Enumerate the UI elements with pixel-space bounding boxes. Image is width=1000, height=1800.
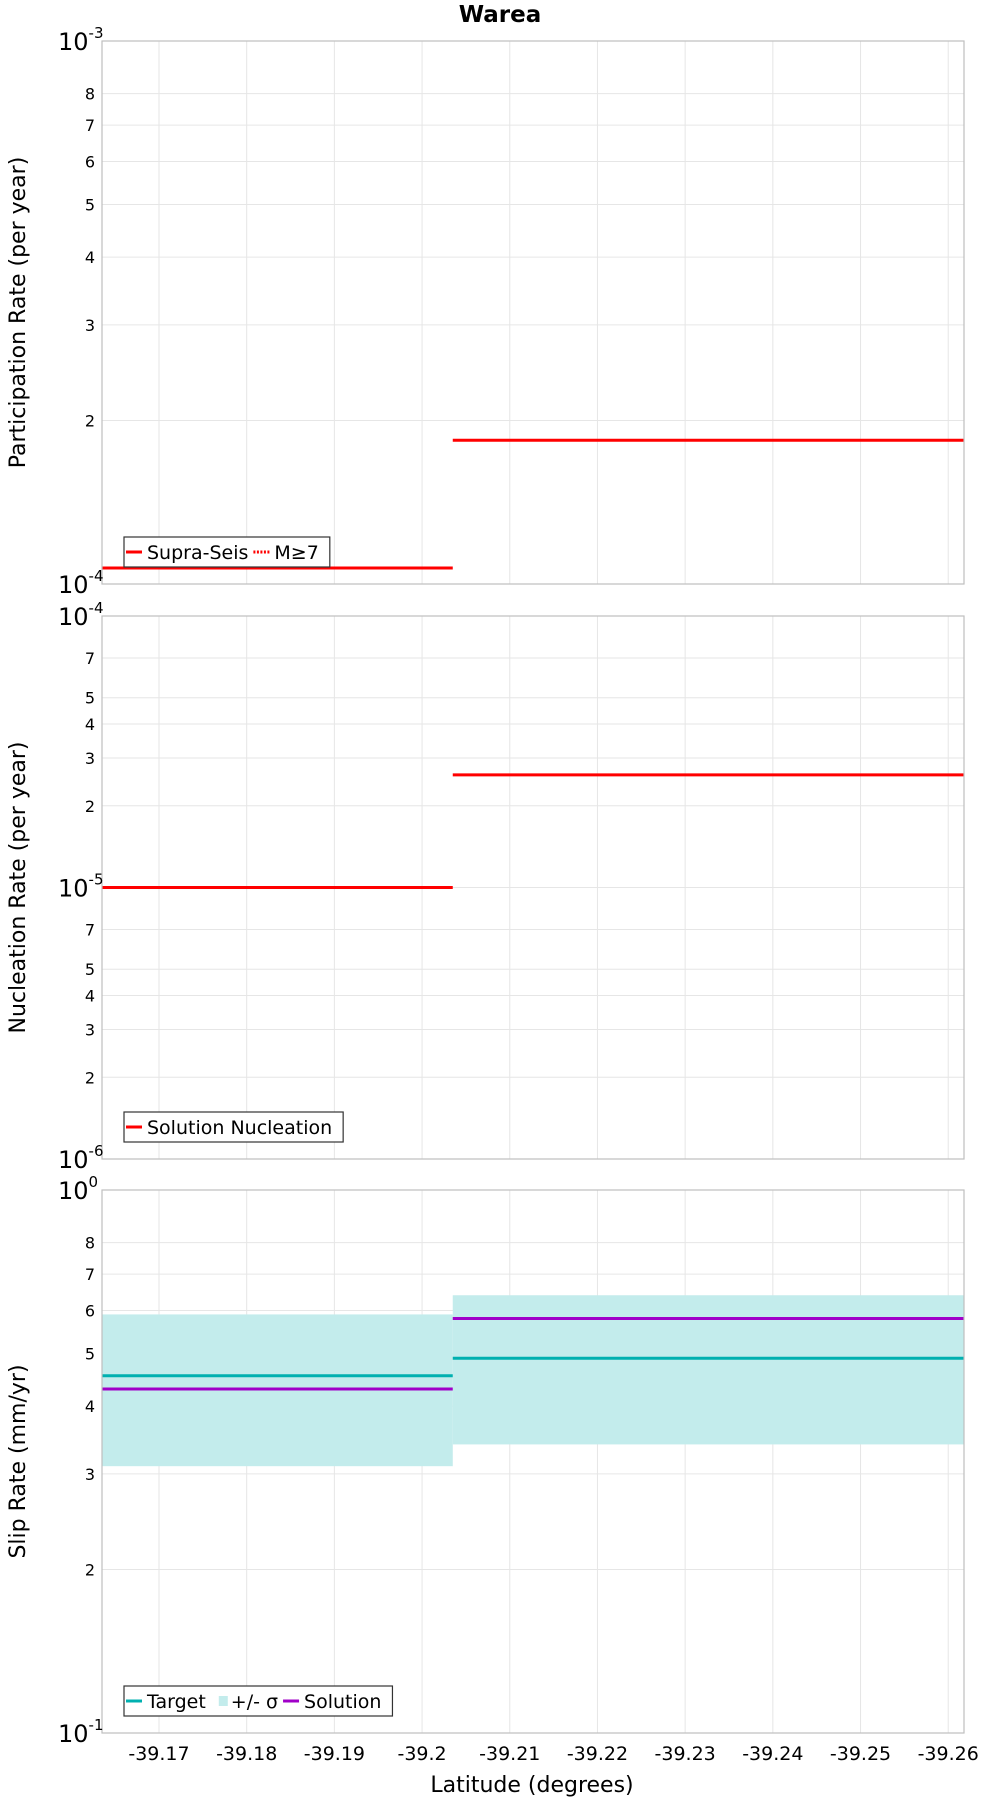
- x-axis: -39.17 -39.18 -39.19 -39.2 -39.21 -39.22 -39.2…: [128, 1743, 978, 1765]
- x-tick-label: -39.21: [479, 1743, 540, 1765]
- y-tick-label: 5: [85, 195, 95, 214]
- legend-box: [123, 536, 331, 568]
- panel-nucleation: 7 5 4 3 2 7 5 4 3 2 10-4 10-5 10-6 Nucleation Rate (p…: [6, 599, 965, 1174]
- legend: Target +/- σ Solution: [123, 1685, 394, 1717]
- x-tick-label: -39.2: [397, 1743, 446, 1765]
- legend-label: Solution: [304, 1691, 381, 1713]
- legend-label: M≥7: [274, 542, 318, 564]
- y-tick-label: 3: [85, 1020, 95, 1039]
- x-tick-label: -39.22: [567, 1743, 628, 1765]
- panel-slip: 8 7 6 5 4 3 2 100 10-1 Slip Rate (mm/yr) Target +/-…: [6, 1173, 965, 1748]
- y-major-tick-label: 10-4: [58, 599, 104, 631]
- y-tick-label: 6: [85, 1301, 95, 1320]
- y-major-tick-label: 100: [58, 1173, 98, 1205]
- panel-participation: 8 7 6 5 4 3 2 10-3 10-4 Participation Rate (per y…: [6, 24, 965, 599]
- y-tick-label: 7: [85, 921, 95, 940]
- y-tick-label: 3: [85, 749, 95, 768]
- y-tick-label: 3: [85, 1465, 95, 1484]
- legend-label: +/- σ: [231, 1691, 278, 1713]
- x-tick-label: -39.23: [655, 1743, 716, 1765]
- plot-frame: [101, 40, 965, 585]
- legend-box: [123, 1685, 394, 1717]
- y-tick-label: 8: [85, 1234, 95, 1253]
- x-tick-label: -39.24: [742, 1743, 803, 1765]
- y-tick-label: 5: [85, 960, 95, 979]
- y-major-tick-label: 10-6: [58, 1142, 104, 1174]
- x-tick-label: -39.26: [918, 1743, 979, 1765]
- y-major-tick-label: 10-1: [58, 1716, 104, 1748]
- plot-frame: [101, 615, 965, 1160]
- y-axis-label: Participation Rate (per year): [6, 157, 31, 469]
- y-tick-label: 2: [85, 1068, 95, 1087]
- legend-label: Target: [146, 1691, 206, 1713]
- y-tick-label: 7: [85, 1265, 95, 1284]
- y-tick-label: 4: [85, 715, 95, 734]
- y-major-tick-label: 10-5: [58, 871, 104, 903]
- figure-title: Warea: [459, 2, 542, 28]
- x-tick-label: -39.25: [830, 1743, 891, 1765]
- y-tick-label: 4: [85, 248, 95, 267]
- y-axis-label: Nucleation Rate (per year): [6, 742, 31, 1034]
- y-tick-label: 7: [85, 116, 95, 135]
- y-major-tick-label: 10-4: [58, 567, 104, 599]
- x-tick-label: -39.17: [128, 1743, 189, 1765]
- plot-frame: [101, 1189, 965, 1734]
- y-tick-label: 2: [85, 412, 95, 431]
- y-tick-label: 4: [85, 987, 95, 1006]
- legend-box: [123, 1111, 344, 1143]
- x-tick-label: -39.19: [304, 1743, 365, 1765]
- legend-swatch: [218, 1696, 228, 1706]
- y-tick-label: 2: [85, 797, 95, 816]
- y-tick-label: 5: [85, 689, 95, 708]
- x-tick-label: -39.18: [216, 1743, 277, 1765]
- y-tick-label: 2: [85, 1561, 95, 1580]
- y-major-tick-label: 10-3: [58, 24, 104, 56]
- y-tick-label: 8: [85, 85, 95, 104]
- legend: Solution Nucleation: [123, 1111, 344, 1143]
- y-tick-label: 6: [85, 152, 95, 171]
- y-axis-label: Slip Rate (mm/yr): [6, 1364, 31, 1558]
- panels: 8 7 6 5 4 3 2 10-3 10-4 Participation Rate (per y…: [6, 24, 965, 1748]
- sigma-band: [452, 1295, 964, 1445]
- legend-label: Solution Nucleation: [147, 1117, 332, 1139]
- legend: Supra-Seis M≥7: [123, 536, 331, 568]
- x-axis-label: Latitude (degrees): [430, 1773, 633, 1798]
- y-tick-label: 4: [85, 1397, 95, 1416]
- y-tick-label: 5: [85, 1344, 95, 1363]
- y-tick-label: 3: [85, 316, 95, 335]
- legend-label: Supra-Seis: [147, 542, 248, 564]
- y-tick-label: 7: [85, 649, 95, 668]
